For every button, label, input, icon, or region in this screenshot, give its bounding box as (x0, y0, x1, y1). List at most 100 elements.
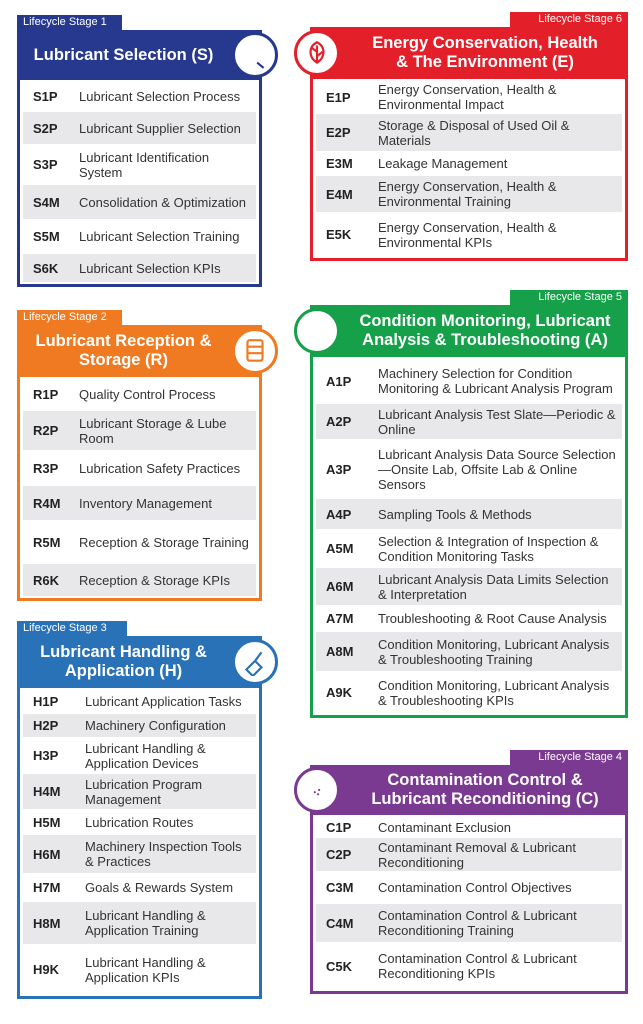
stage-card: Lifecycle Stage 1 Lubricant Selection (S)… (17, 15, 278, 287)
row-text: Goals & Rewards System (85, 880, 234, 895)
row-code: E4M (326, 186, 353, 202)
table-row: E3M Leakage Management (316, 152, 622, 176)
row-code: C4M (326, 915, 354, 931)
row-code: R5M (33, 534, 61, 550)
row-text: Lubricant Supplier Selection (79, 120, 241, 136)
table-row: A6M Lubricant Analysis Data Limits Select… (316, 568, 622, 606)
table-row: S2P Lubricant Supplier Selection (23, 112, 256, 145)
row-text: Lubrication Routes (85, 814, 194, 830)
stage-icon (294, 30, 340, 76)
row-code: S6K (33, 260, 59, 276)
table-row: A9K Condition Monitoring, Lubricant Analy… (316, 672, 622, 714)
row-text: Selection & Integration of Inspection & … (378, 533, 599, 564)
row-code: E3M (326, 156, 353, 171)
row-text: Consolidation & Optimization (79, 194, 246, 210)
stage-header: Energy Conservation, Health & The Enviro… (310, 27, 628, 79)
stage-label: Lifecycle Stage 2 (17, 310, 122, 325)
row-text: Condition Monitoring, Lubricant Analysis… (378, 636, 610, 667)
table-row: R6K Reception & Storage KPIs (23, 564, 256, 597)
table-row: S5M Lubricant Selection Training (23, 220, 256, 254)
stage-title: Energy Conservation, Health & The Enviro… (372, 34, 598, 71)
row-text: Machinery Inspection Tools & Practices (85, 839, 242, 869)
row-code: C1P (326, 819, 352, 835)
row-code: S2P (33, 120, 58, 136)
row-text: Lubricant Selection KPIs (79, 260, 221, 276)
stage-label: Lifecycle Stage 1 (17, 15, 122, 30)
icon-glyph (309, 41, 325, 64)
row-text: Contamination Control & Lubricant Recond… (378, 908, 577, 938)
row-code: H8M (33, 915, 61, 931)
row-code: H6M (33, 846, 61, 862)
table-row: A8M Condition Monitoring, Lubricant Analy… (316, 632, 622, 672)
row-text: Contaminant Exclusion (378, 819, 511, 835)
stage-header: Lubricant Selection (S) (17, 30, 262, 80)
row-code: R6K (33, 572, 60, 588)
row-code: E1P (326, 89, 351, 105)
table-row: R3P Lubrication Safety Practices (23, 451, 256, 486)
table-row: A2P Lubricant Analysis Test Slate—Periodi… (316, 404, 622, 440)
stage-header: Lubricant Handling & Application (H) (17, 636, 262, 688)
stage-table: C1P Contaminant Exclusion C2P Contaminant R… (310, 815, 628, 994)
row-text: Quality Control Process (79, 387, 216, 402)
table-row: R1P Quality Control Process (23, 379, 256, 411)
row-text: Machinery Configuration (85, 718, 226, 733)
table-row: E1P Energy Conservation, Health & Environ… (316, 81, 622, 114)
table-row: S6K Lubricant Selection KPIs (23, 254, 256, 283)
stage-table: E1P Energy Conservation, Health & Environ… (310, 79, 628, 261)
row-text: Machinery Selection for Condition Monito… (378, 366, 613, 396)
row-text: Sampling Tools & Methods (378, 506, 532, 522)
row-text: Energy Conservation, Health & Environmen… (378, 219, 557, 250)
row-code: A8M (326, 644, 354, 659)
row-code: A2P (326, 414, 352, 429)
row-code: E2P (326, 125, 351, 140)
stage-table: S1P Lubricant Selection Process S2P Lubrica… (17, 80, 262, 287)
row-code: R3P (33, 460, 59, 476)
stage-header: Lubricant Reception & Storage (R) (17, 325, 262, 377)
stage-table: A1P Machinery Selection for Condition Mon… (310, 357, 628, 718)
row-code: A3P (326, 461, 352, 477)
table-row: E5K Energy Conservation, Health & Environ… (316, 213, 622, 257)
stage-header: Contamination Control & Lubricant Recond… (310, 765, 628, 815)
row-code: A1P (326, 373, 352, 389)
row-code: H4M (33, 784, 61, 799)
row-code: A7M (326, 611, 354, 626)
row-text: Energy Conservation, Health & Environmen… (378, 82, 557, 112)
row-code: R2P (33, 423, 59, 438)
row-code: C5K (326, 958, 353, 974)
stage-table: H1P Lubricant Application Tasks H2P Machine… (17, 688, 262, 999)
table-row: C5K Contamination Control & Lubricant Rec… (316, 943, 622, 990)
table-row: H1P Lubricant Application Tasks (23, 690, 256, 714)
stage-card: Lifecycle Stage 6 Energy Conservation, He… (294, 12, 628, 261)
table-row: E4M Energy Conservation, Health & Environ… (316, 176, 622, 213)
stage-icon (232, 328, 278, 374)
stage-title: Lubricant Reception & Storage (R) (35, 332, 212, 369)
table-row: H5M Lubrication Routes (23, 810, 256, 835)
row-text: Troubleshooting & Root Cause Analysis (378, 611, 607, 626)
row-code: H2P (33, 718, 59, 733)
row-code: H7M (33, 880, 61, 895)
row-text: Lubricant Handling & Application KPIs (85, 954, 206, 985)
table-row: S1P Lubricant Selection Process (23, 82, 256, 112)
row-text: Lubricant Handling & Application Trainin… (85, 908, 206, 938)
table-row: A1P Machinery Selection for Condition Mon… (316, 359, 622, 404)
table-row: S3P Lubricant Identification System (23, 145, 256, 185)
icon-glyph (313, 788, 321, 796)
table-row: H7M Goals & Rewards System (23, 874, 256, 902)
row-code: E5K (326, 227, 352, 242)
table-row: C3M Contamination Control Objectives (316, 872, 622, 904)
row-code: R1P (33, 387, 59, 402)
stage-title: Contamination Control & Lubricant Recond… (371, 771, 599, 808)
row-text: Lubricant Analysis Data Source Selection… (378, 446, 616, 492)
stage-label: Lifecycle Stage 3 (17, 621, 127, 636)
row-text: Contaminant Removal & Lubricant Recondit… (378, 839, 576, 870)
table-row: R2P Lubricant Storage & Lube Room (23, 411, 256, 451)
row-text: Lubricant Selection Process (79, 89, 241, 104)
stage-header: Condition Monitoring, Lubricant Analysis… (310, 305, 628, 357)
stage-icon (294, 308, 340, 354)
row-code: R4M (33, 495, 61, 511)
table-row: C4M Contamination Control & Lubricant Rec… (316, 904, 622, 943)
row-code: H3P (33, 748, 59, 763)
row-code: A9K (326, 685, 353, 700)
stage-label: Lifecycle Stage 4 (510, 750, 628, 765)
